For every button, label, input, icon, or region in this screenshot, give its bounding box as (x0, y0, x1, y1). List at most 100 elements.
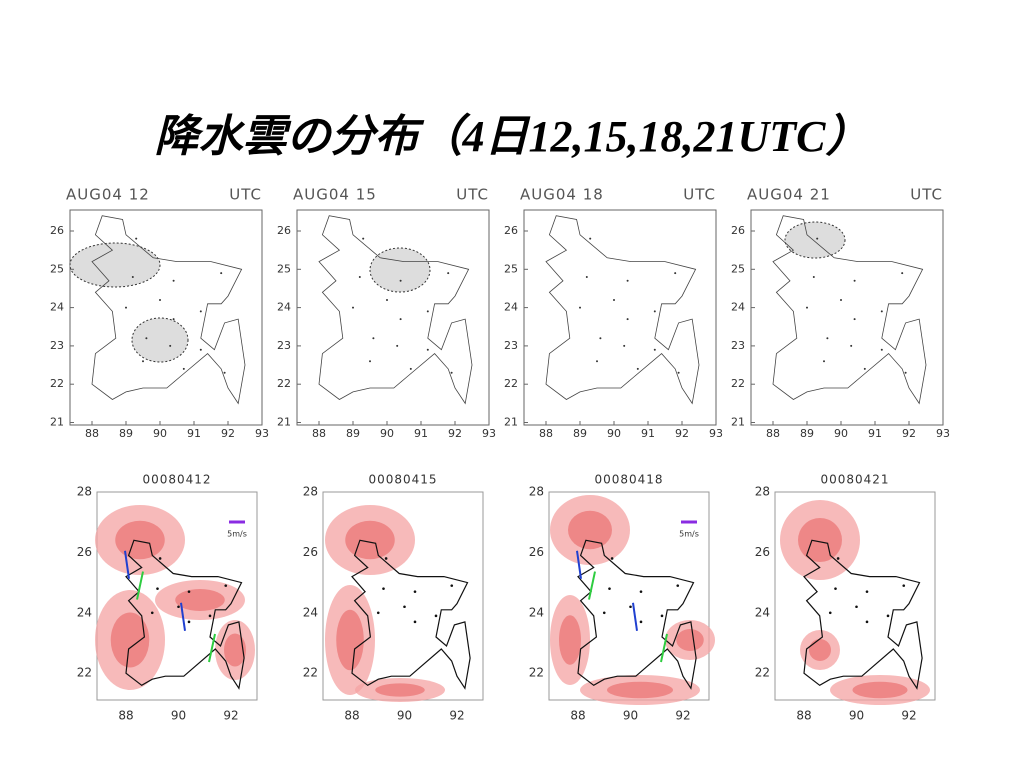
x-tick-label: 89 (800, 427, 814, 440)
station (904, 371, 907, 374)
slide-title: 降水雲の分布（4日12,15,18,21UTC） (154, 112, 870, 161)
country-outline (545, 215, 700, 405)
station (131, 275, 134, 278)
y-tick-label: 21 (277, 416, 291, 429)
country-outline (91, 215, 246, 405)
y-tick-label: 21 (50, 416, 64, 429)
cloud-core (568, 510, 612, 550)
x-tick-label: 92 (448, 427, 462, 440)
station (224, 584, 228, 587)
country-outline (577, 539, 697, 690)
y-tick-label: 24 (277, 301, 291, 314)
y-tick-label: 22 (50, 377, 64, 390)
station (403, 605, 406, 609)
station (585, 275, 588, 278)
station (158, 557, 162, 560)
x-tick-label: 88 (570, 709, 585, 723)
station (653, 310, 656, 313)
y-tick-label: 23 (731, 339, 745, 352)
station (172, 279, 175, 282)
y-tick-label: 22 (731, 377, 745, 390)
country-outline (351, 539, 471, 690)
station (626, 318, 629, 321)
y-tick-label: 24 (50, 301, 64, 314)
cloud-core (375, 683, 425, 697)
y-tick-label: 25 (731, 262, 745, 275)
station (145, 337, 148, 340)
y-tick-label: 22 (504, 377, 518, 390)
y-tick-label: 26 (50, 224, 64, 237)
station (156, 587, 159, 590)
station (182, 367, 185, 370)
y-tick-label: 26 (504, 224, 518, 237)
station (413, 590, 417, 593)
panel-unit: UTC (229, 186, 262, 204)
station (610, 557, 614, 560)
cloud-core (798, 518, 842, 562)
x-tick-label: 93 (936, 427, 950, 440)
y-tick-label: 26 (277, 224, 291, 237)
station (865, 620, 869, 624)
station (880, 310, 883, 313)
cloud-core (676, 629, 704, 651)
x-tick-label: 92 (675, 709, 690, 723)
y-tick-label: 25 (277, 262, 291, 275)
y-tick-label: 24 (504, 301, 518, 314)
station (674, 272, 677, 275)
station (579, 306, 581, 309)
station (386, 298, 388, 301)
station (850, 344, 853, 347)
x-tick-label: 92 (221, 427, 235, 440)
cloud-core (336, 609, 364, 671)
station (358, 275, 361, 278)
y-tick-label: 23 (50, 339, 64, 352)
wind-vector (208, 633, 216, 663)
country-outline (772, 215, 927, 405)
x-tick-label: 89 (573, 427, 587, 440)
wind-vector (632, 602, 638, 631)
y-tick-label: 21 (504, 416, 518, 429)
x-tick-label: 90 (607, 427, 621, 440)
y-tick-label: 22 (303, 666, 318, 680)
y-tick-label: 25 (50, 262, 64, 275)
station (834, 587, 837, 590)
station (902, 584, 906, 587)
x-tick-label: 91 (868, 427, 882, 440)
y-tick-label: 26 (731, 224, 745, 237)
station (596, 360, 598, 363)
y-tick-label: 28 (77, 485, 92, 499)
x-tick-label: 92 (449, 709, 464, 723)
x-tick-label: 88 (344, 709, 359, 723)
station (853, 279, 856, 282)
station (636, 367, 639, 370)
station (863, 367, 866, 370)
cloud-core (607, 681, 673, 699)
panel-title: AUG04 21 (747, 186, 831, 204)
y-tick-label: 26 (77, 545, 92, 559)
y-tick-label: 23 (504, 339, 518, 352)
station (352, 306, 354, 309)
x-tick-label: 88 (796, 709, 811, 723)
station (602, 611, 606, 615)
y-tick-label: 26 (303, 545, 318, 559)
map-frame (296, 209, 490, 426)
map-frame (69, 209, 263, 426)
cloud-core (224, 633, 246, 667)
panel-title: AUG04 12 (66, 186, 150, 204)
x-tick-label: 91 (414, 427, 428, 440)
station (382, 587, 385, 590)
station (677, 371, 680, 374)
station (434, 614, 438, 618)
station (608, 587, 611, 590)
x-tick-label: 93 (255, 427, 269, 440)
x-tick-label: 90 (171, 709, 186, 723)
station (413, 620, 417, 624)
wind-vector (576, 550, 582, 579)
station (426, 348, 429, 351)
x-tick-label: 92 (902, 427, 916, 440)
station (626, 279, 629, 282)
panel-unit: UTC (910, 186, 943, 204)
station (613, 298, 615, 301)
station (676, 584, 680, 587)
